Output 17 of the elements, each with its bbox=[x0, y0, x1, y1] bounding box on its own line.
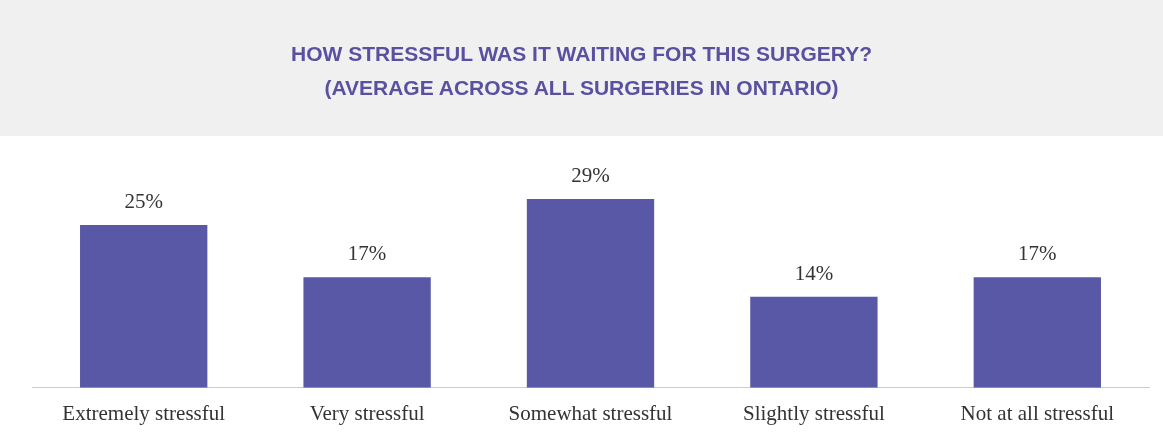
data-label: 25% bbox=[124, 189, 163, 214]
data-label: 17% bbox=[347, 241, 387, 266]
data-label: 17% bbox=[1018, 241, 1057, 266]
bar bbox=[303, 277, 431, 388]
x-tick-label: Somewhat stressful bbox=[508, 400, 673, 425]
x-tick-label: Slightly stressful bbox=[743, 400, 885, 425]
bar bbox=[750, 296, 878, 388]
x-tick-label: Extremely stressful bbox=[62, 400, 226, 425]
data-label: 14% bbox=[794, 260, 834, 285]
bar bbox=[973, 277, 1101, 388]
bar bbox=[80, 225, 208, 388]
x-tick-label: Very stressful bbox=[309, 400, 425, 425]
data-label: 29% bbox=[571, 163, 610, 188]
chart-title: HOW STRESSFUL WAS IT WAITING FOR THIS SURGERY? bbox=[290, 41, 872, 67]
bar bbox=[526, 199, 655, 388]
chart-subtitle: (AVERAGE ACROSS ALL SURGERIES IN ONTARIO) bbox=[324, 75, 839, 101]
x-tick-label: Not at all stressful bbox=[960, 400, 1115, 425]
